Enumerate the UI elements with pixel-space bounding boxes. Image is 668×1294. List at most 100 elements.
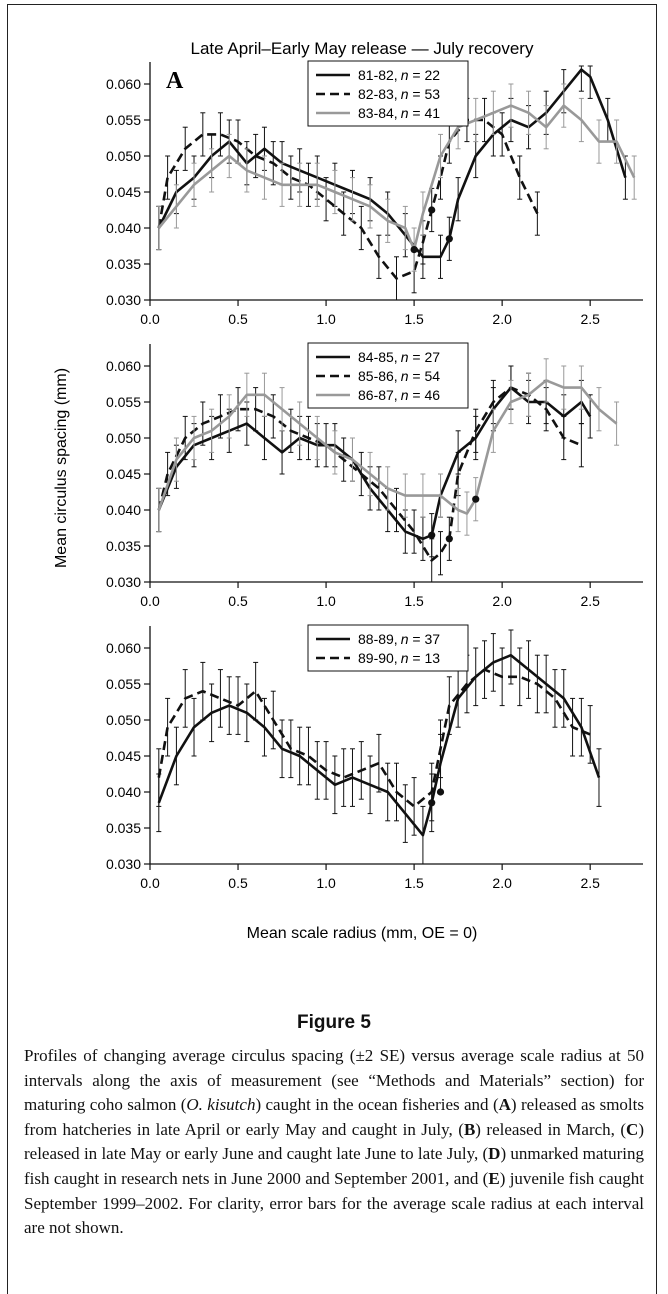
y-tick-label: 0.035: [106, 820, 141, 836]
legend-n-symbol: n: [401, 631, 409, 647]
figure-frame: [7, 4, 657, 1294]
series-88-89: [156, 629, 602, 865]
ocean-entry-marker: [410, 246, 418, 254]
y-axis-label: Mean circulus spacing (mm): [53, 368, 70, 568]
x-tick-label: 1.5: [404, 593, 424, 609]
series-line: [157, 386, 582, 562]
figure-caption: Profiles of changing average circulus sp…: [24, 1044, 644, 1241]
ocean-entry-marker: [436, 788, 445, 796]
legend-n-value: = 37: [409, 631, 441, 647]
x-tick-label: 1.5: [404, 311, 424, 327]
legend-label: 89-90,: [358, 650, 398, 666]
series-82-83: [156, 97, 540, 301]
legend-label: 88-89,: [358, 631, 398, 647]
chart-title: Late April–Early May release — July reco…: [191, 39, 534, 58]
caption-text: ) released as smolts from hatcheries in …: [24, 1095, 644, 1139]
legend-n-value: = 13: [409, 650, 441, 666]
y-tick-label: 0.060: [106, 76, 141, 92]
legend-n-symbol: n: [401, 650, 409, 666]
x-tick-label: 2.5: [580, 875, 600, 891]
y-tick-label: 0.055: [106, 394, 141, 410]
ocean-entry-marker: [428, 206, 436, 214]
y-tick-label: 0.035: [106, 256, 141, 272]
legend-n: n = 37: [401, 631, 441, 647]
caption-text: ) released in late May or early June and…: [24, 1119, 644, 1164]
y-tick-label: 0.045: [106, 184, 141, 200]
x-axis-label: Mean scale radius (mm, OE = 0): [247, 925, 478, 942]
panel-2: 0.030 0.035 0.040 0.045 0.050 0.055 0.060 0.0 0.…: [106, 342, 643, 609]
series-line: [157, 104, 636, 251]
x-tick-label: 2.0: [492, 311, 512, 327]
y-tick-label: 0.040: [106, 502, 141, 518]
legend-n-value: = 41: [409, 105, 441, 121]
series-line: [157, 668, 591, 808]
legend-n: n = 27: [401, 349, 441, 365]
x-tick-label: 2.5: [580, 593, 600, 609]
y-tick-label: 0.060: [106, 640, 141, 656]
caption-panel-ref: C: [626, 1119, 639, 1139]
caption-panel-ref: A: [498, 1095, 511, 1115]
y-tick-label: 0.050: [106, 148, 141, 164]
x-tick-label: 0.0: [140, 875, 160, 891]
caption-text: ) unmarked maturing fish caught in resea…: [24, 1144, 644, 1188]
y-tick-label: 0.030: [106, 292, 141, 308]
y-tick-label: 0.040: [106, 220, 141, 236]
y-tick-label: 0.030: [106, 856, 141, 872]
legend-box: [307, 624, 469, 672]
caption-species: O. kisutch: [186, 1095, 256, 1115]
legend-label: 83-84,: [358, 105, 398, 121]
x-tick-label: 0.5: [228, 875, 248, 891]
legend-n-symbol: n: [401, 368, 409, 384]
legend-n: n = 54: [401, 368, 441, 384]
x-tick-label: 1.5: [404, 875, 424, 891]
caption-text: ) released in March, (: [475, 1119, 627, 1139]
x-tick-label: 2.0: [492, 593, 512, 609]
y-tick-label: 0.045: [106, 748, 141, 764]
series-line: [157, 118, 539, 280]
legend-n-value: = 22: [409, 67, 441, 83]
legend-n: n = 41: [401, 105, 441, 121]
legend-n-value: = 53: [409, 86, 441, 102]
x-tick-label: 0.0: [140, 593, 160, 609]
chart-panels: 0.030 0.035 0.040 0.045 0.050 0.055 0.060 0.0 0.…: [106, 60, 643, 891]
x-tick-label: 1.0: [316, 593, 336, 609]
panel-1: 0.030 0.035 0.040 0.045 0.050 0.055 0.060 0.0 0.…: [106, 60, 643, 327]
series-line: [157, 379, 618, 515]
y-tick-label: 0.045: [106, 466, 141, 482]
series-83-84: [156, 83, 637, 272]
figure-title: Figure 5: [297, 1012, 371, 1033]
y-tick-label: 0.030: [106, 574, 141, 590]
x-tick-label: 1.0: [316, 311, 336, 327]
legend-n: n = 22: [401, 67, 441, 83]
legend-label: 86-87,: [358, 387, 398, 403]
legend-n-symbol: n: [401, 105, 409, 121]
y-tick-label: 0.055: [106, 676, 141, 692]
ocean-entry-marker: [428, 531, 436, 539]
circulus-spacing-chart: Late April–Early May release — July reco…: [53, 39, 643, 942]
y-tick-label: 0.050: [106, 712, 141, 728]
caption-text: Profiles of changing average circulus sp…: [24, 1046, 644, 1115]
y-tick-label: 0.055: [106, 112, 141, 128]
legend-label: 81-82,: [358, 67, 398, 83]
caption-text: ) caught in the ocean fisheries and (: [255, 1095, 499, 1115]
series-line: [157, 386, 592, 541]
ocean-entry-marker: [445, 535, 453, 543]
legend-n-value: = 54: [409, 368, 441, 384]
y-tick-label: 0.035: [106, 538, 141, 554]
series-86-87: [156, 358, 620, 536]
legend-label: 84-85,: [358, 349, 398, 365]
x-tick-label: 2.0: [492, 875, 512, 891]
y-tick-label: 0.060: [106, 358, 141, 374]
panel-3: 0.030 0.035 0.040 0.045 0.050 0.055 0.060 0.0 0.…: [106, 624, 643, 891]
legend-n-value: = 46: [409, 387, 441, 403]
y-tick-label: 0.040: [106, 784, 141, 800]
caption-panel-ref: D: [488, 1144, 501, 1164]
legend-n-symbol: n: [401, 67, 409, 83]
panel-label: A: [166, 68, 184, 94]
x-tick-label: 2.5: [580, 311, 600, 327]
legend-n-symbol: n: [401, 86, 409, 102]
legend-n-symbol: n: [401, 349, 409, 365]
x-tick-label: 0.0: [140, 311, 160, 327]
